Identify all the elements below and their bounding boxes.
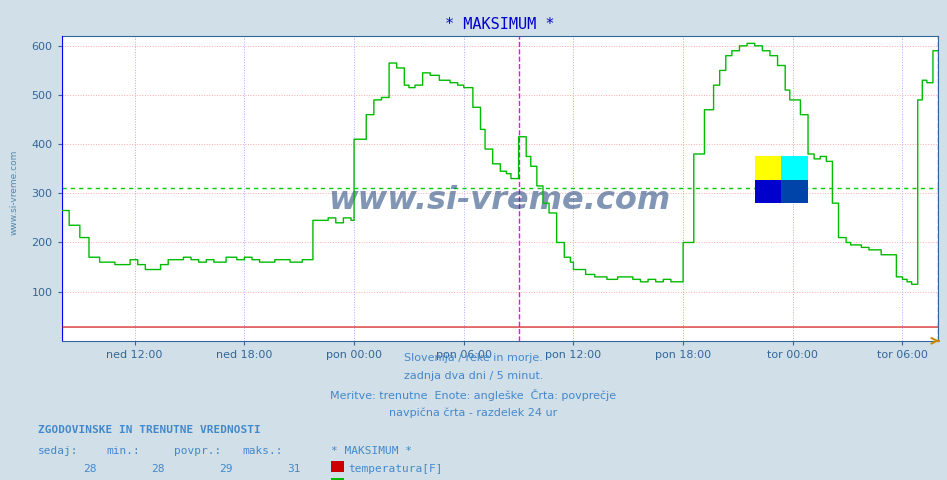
Text: www.si-vreme.com: www.si-vreme.com: [329, 185, 670, 216]
Bar: [781, 180, 808, 203]
Text: www.si-vreme.com: www.si-vreme.com: [9, 149, 19, 235]
Text: 28: 28: [83, 464, 97, 474]
Text: min.:: min.:: [106, 446, 140, 456]
Text: 28: 28: [152, 464, 165, 474]
Text: Meritve: trenutne  Enote: angleške  Črta: povprečje: Meritve: trenutne Enote: angleške Črta: …: [331, 389, 616, 401]
Text: 31: 31: [288, 464, 301, 474]
Text: navpična črta - razdelek 24 ur: navpična črta - razdelek 24 ur: [389, 408, 558, 418]
Bar: [781, 156, 808, 180]
Text: sedaj:: sedaj:: [38, 446, 79, 456]
Text: povpr.:: povpr.:: [174, 446, 222, 456]
Bar: [755, 156, 781, 180]
Text: 29: 29: [220, 464, 233, 474]
Title: * MAKSIMUM *: * MAKSIMUM *: [445, 17, 554, 32]
Text: maks.:: maks.:: [242, 446, 283, 456]
Text: temperatura[F]: temperatura[F]: [348, 464, 443, 474]
Text: ZGODOVINSKE IN TRENUTNE VREDNOSTI: ZGODOVINSKE IN TRENUTNE VREDNOSTI: [38, 425, 260, 435]
Text: * MAKSIMUM *: * MAKSIMUM *: [331, 446, 413, 456]
Text: Slovenija / reke in morje.: Slovenija / reke in morje.: [404, 353, 543, 363]
Bar: [755, 180, 781, 203]
Text: zadnja dva dni / 5 minut.: zadnja dva dni / 5 minut.: [403, 371, 544, 381]
